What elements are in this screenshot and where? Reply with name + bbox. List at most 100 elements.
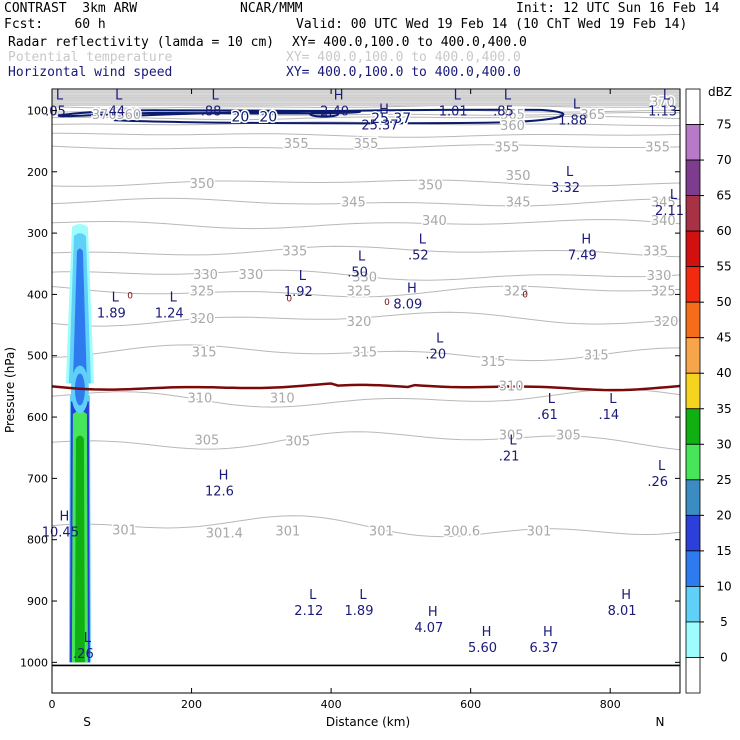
theta-contour — [52, 132, 680, 138]
plot-frame — [51, 88, 681, 694]
radar-echo-15dbz — [72, 248, 87, 384]
extremum-symbol: L — [504, 88, 512, 103]
theta-label: 335 — [643, 244, 668, 259]
theta-label: 355 — [645, 140, 670, 155]
extremum-symbol: H — [59, 510, 69, 525]
theta-contour — [52, 431, 680, 451]
extremum-value: 1.89 — [97, 307, 126, 322]
extremum-value: 12.6 — [205, 484, 234, 499]
theta-label: 305 — [499, 428, 524, 443]
theta-label: 315 — [192, 346, 217, 361]
theta-label: 325 — [190, 284, 215, 299]
colorbar-swatch — [685, 337, 701, 374]
y-tick-label: 300 — [27, 227, 48, 240]
theta-label: 355 — [495, 140, 520, 155]
extremum-symbol: L — [309, 588, 317, 603]
colorbar-label: 10 — [716, 579, 731, 593]
colorbar-label: 35 — [716, 402, 731, 416]
extremum-symbol: L — [670, 188, 678, 203]
extremum-value: 5.60 — [468, 641, 497, 656]
field-xy-wind: XY= 400.0,100.0 to 400.0,400.0 — [286, 65, 521, 80]
theta-label: 300.6 — [443, 525, 480, 540]
theta-contour — [52, 115, 680, 121]
y-tick-label: 700 — [27, 472, 48, 485]
theta-label: 301 — [275, 525, 300, 540]
colorbar-label: 50 — [716, 295, 731, 309]
theta-label: 350 — [190, 177, 215, 192]
x-end-label-south: S — [83, 715, 91, 729]
organization-label: NCAR/MMM — [240, 1, 303, 16]
extremum-value: 8.09 — [393, 297, 422, 312]
extremum-value: .50 — [347, 266, 368, 281]
extremum-value: 2.11 — [655, 204, 684, 219]
colorbar-swatch — [685, 124, 701, 161]
theta-label: 360 — [500, 119, 525, 134]
wind-contour-label: 20 — [259, 110, 277, 126]
extremum-value: 25.37 — [361, 118, 398, 133]
extremum-value: 7.49 — [568, 248, 597, 263]
y-tick-label: 600 — [27, 411, 48, 424]
extremum-value: 2.12 — [294, 604, 323, 619]
y-tick-label: 500 — [27, 350, 48, 363]
extremum-symbol: L — [566, 165, 574, 180]
colorbar-label: 25 — [716, 473, 731, 487]
colorbar-swatch — [685, 408, 701, 445]
theta-label: 320 — [347, 315, 372, 330]
y-tick-label: 100 — [27, 104, 48, 117]
extremum-symbol: L — [359, 588, 367, 603]
wind-contour — [113, 108, 565, 125]
field-xy-theta: XY= 400.0,100.0 to 400.0,400.0 — [286, 50, 521, 65]
extremum-symbol: H — [334, 88, 344, 103]
theta-label: 355 — [284, 137, 309, 152]
extremum-symbol: L — [56, 88, 64, 103]
extremum-value: 1.89 — [345, 604, 374, 619]
theta-label: 301 — [112, 524, 137, 539]
theta-label: 365 — [500, 108, 525, 123]
colorbar-label: 60 — [716, 224, 731, 238]
freezing-level-label: 0 — [522, 290, 528, 300]
colorbar-swatch — [685, 514, 701, 552]
extremum-value: .26 — [73, 647, 94, 662]
colorbar-label: 40 — [716, 366, 731, 380]
extremum-symbol: H — [379, 102, 389, 117]
extremum-value: 1.88 — [558, 113, 587, 128]
theta-label: 305 — [194, 433, 219, 448]
colorbar-swatch — [685, 657, 701, 694]
theta-contour — [52, 179, 680, 187]
colorbar-swatch — [685, 443, 701, 481]
extremum-symbol: H — [407, 281, 417, 296]
colorbar-swatch — [685, 586, 701, 623]
extremum-value: .14 — [598, 408, 619, 423]
theta-label: 301 — [369, 525, 394, 540]
colorbar-label: 0 — [720, 650, 728, 664]
theta-label: 301.4 — [206, 527, 243, 542]
field-name-reflectivity: Radar reflectivity (lamda = 10 cm) — [8, 35, 275, 50]
radar-echo-35dbz — [74, 435, 85, 663]
x-tick-label: 800 — [600, 698, 621, 711]
theta-label: 320 — [190, 312, 215, 327]
extremum-symbol: H — [428, 605, 438, 620]
colorbar-label: 5 — [720, 615, 728, 629]
colorbar-unit: dBZ — [708, 85, 732, 99]
x-tick-label: 400 — [321, 698, 342, 711]
freezing-level-label: 0 — [384, 298, 390, 308]
theta-label: 305 — [285, 435, 310, 450]
extremum-symbol: L — [112, 291, 120, 306]
wind-contour — [309, 110, 340, 118]
colorbar-swatch — [685, 479, 701, 516]
extremum-symbol: L — [419, 232, 427, 247]
theta-label: 330 — [193, 268, 218, 283]
freezing-level-line — [52, 382, 680, 392]
theta-label: 345 — [651, 195, 676, 210]
field-name-theta: Potential temperature — [8, 50, 173, 65]
extremum-value: .05 — [45, 104, 66, 119]
theta-label: 315 — [352, 346, 377, 361]
extremum-value: 2.40 — [320, 104, 349, 119]
theta-label: 360 — [116, 108, 141, 123]
y-tick-label: 800 — [27, 534, 48, 547]
init-time: Init: 12 UTC Sun 16 Feb 14 — [516, 1, 720, 16]
forecast-hour: Fcst: 60 h — [4, 17, 106, 32]
theta-contour — [52, 219, 680, 230]
theta-label: 340 — [651, 214, 676, 229]
